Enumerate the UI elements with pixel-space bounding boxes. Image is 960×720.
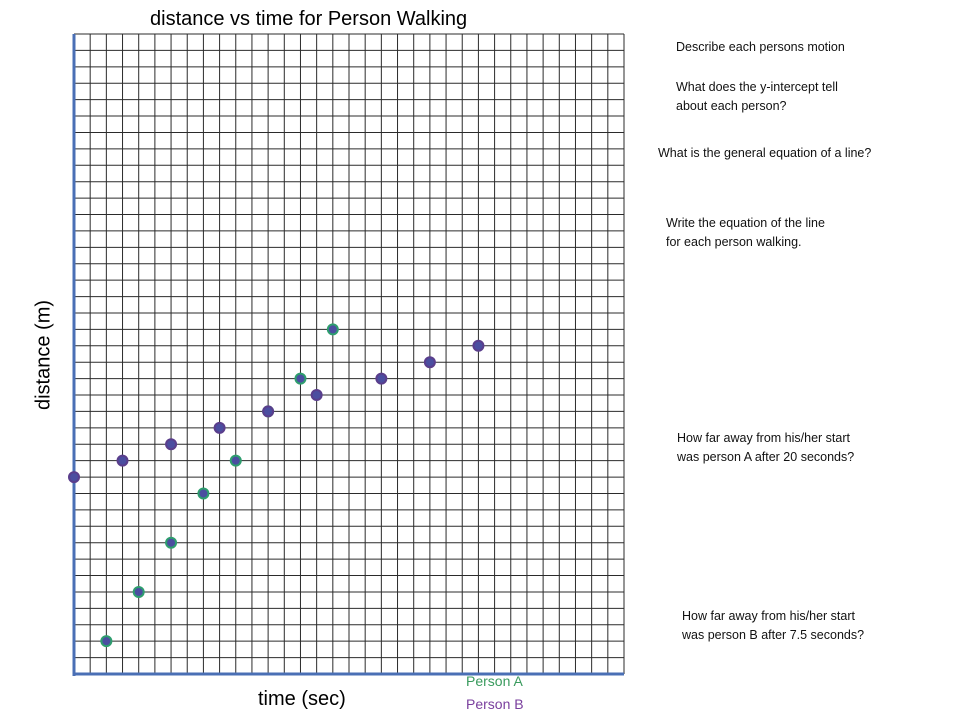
question-describe-motion: Describe each persons motion (676, 40, 845, 54)
person-b-point (68, 471, 80, 484)
person-a-point (132, 585, 145, 598)
chart-marks (68, 323, 485, 648)
y-axis-label: distance (m) (32, 299, 55, 411)
question-general-equation: What is the general equation of a line? (658, 146, 872, 160)
question-person-a-distance: How far away from his/her start was pers… (677, 431, 855, 464)
person-b-point (310, 389, 323, 402)
person-a-point (165, 536, 178, 549)
person-b-point (423, 356, 436, 369)
person-b-point (213, 421, 226, 434)
question-person-b-distance: How far away from his/her start was pers… (682, 609, 865, 642)
person-a-point (326, 323, 339, 336)
question-write-equation: Write the equation of the line for each … (666, 216, 825, 249)
person-a-point (197, 487, 210, 500)
person-b-point (262, 405, 275, 418)
x-axis-label: time (sec) (258, 688, 346, 710)
chart-axes (72, 34, 624, 676)
legend-person-b: Person B (466, 696, 524, 712)
legend-person-a: Person A (466, 673, 523, 689)
person-b-point (165, 438, 178, 451)
person-a-point (294, 372, 307, 385)
chart-grid (73, 33, 625, 675)
person-a-point (100, 635, 113, 648)
question-y-intercept: What does the y-intercept tell about eac… (676, 80, 838, 113)
person-b-point (472, 339, 485, 352)
person-a-point (229, 454, 242, 467)
person-b-point (375, 372, 388, 385)
person-b-point (116, 454, 129, 467)
chart-title: distance vs time for Person Walking (150, 8, 468, 30)
